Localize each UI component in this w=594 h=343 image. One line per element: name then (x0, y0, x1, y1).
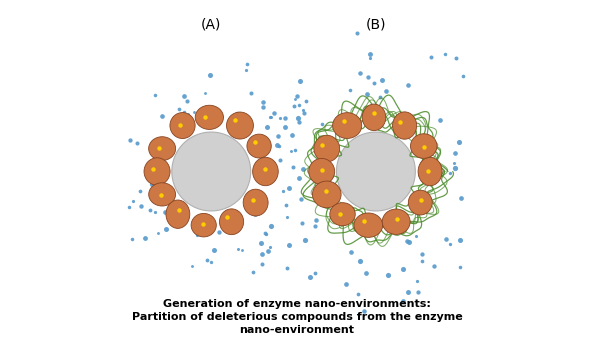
Ellipse shape (408, 190, 432, 215)
Ellipse shape (191, 213, 216, 237)
Ellipse shape (243, 189, 268, 216)
Ellipse shape (252, 157, 278, 186)
Ellipse shape (382, 209, 410, 235)
Ellipse shape (393, 112, 416, 139)
Ellipse shape (330, 203, 355, 226)
Ellipse shape (312, 181, 341, 208)
Ellipse shape (354, 213, 383, 237)
Text: (B): (B) (366, 17, 386, 31)
Ellipse shape (170, 113, 195, 139)
Ellipse shape (362, 104, 386, 131)
Ellipse shape (148, 137, 176, 161)
Ellipse shape (144, 158, 170, 185)
Ellipse shape (410, 134, 437, 158)
Ellipse shape (309, 158, 334, 185)
Ellipse shape (166, 200, 190, 228)
Circle shape (336, 132, 415, 211)
Ellipse shape (226, 112, 254, 139)
Ellipse shape (247, 134, 271, 158)
Text: nano-environment: nano-environment (239, 325, 355, 335)
Text: Generation of enzyme nano-environments:: Generation of enzyme nano-environments: (163, 298, 431, 309)
Ellipse shape (314, 135, 340, 162)
Ellipse shape (148, 183, 176, 206)
Text: Partition of deleterious compounds from the enzyme: Partition of deleterious compounds from … (132, 312, 462, 322)
Ellipse shape (195, 105, 223, 129)
Circle shape (172, 132, 251, 211)
Ellipse shape (219, 209, 244, 235)
Ellipse shape (333, 113, 362, 139)
Text: (A): (A) (201, 17, 222, 31)
Ellipse shape (418, 157, 442, 186)
